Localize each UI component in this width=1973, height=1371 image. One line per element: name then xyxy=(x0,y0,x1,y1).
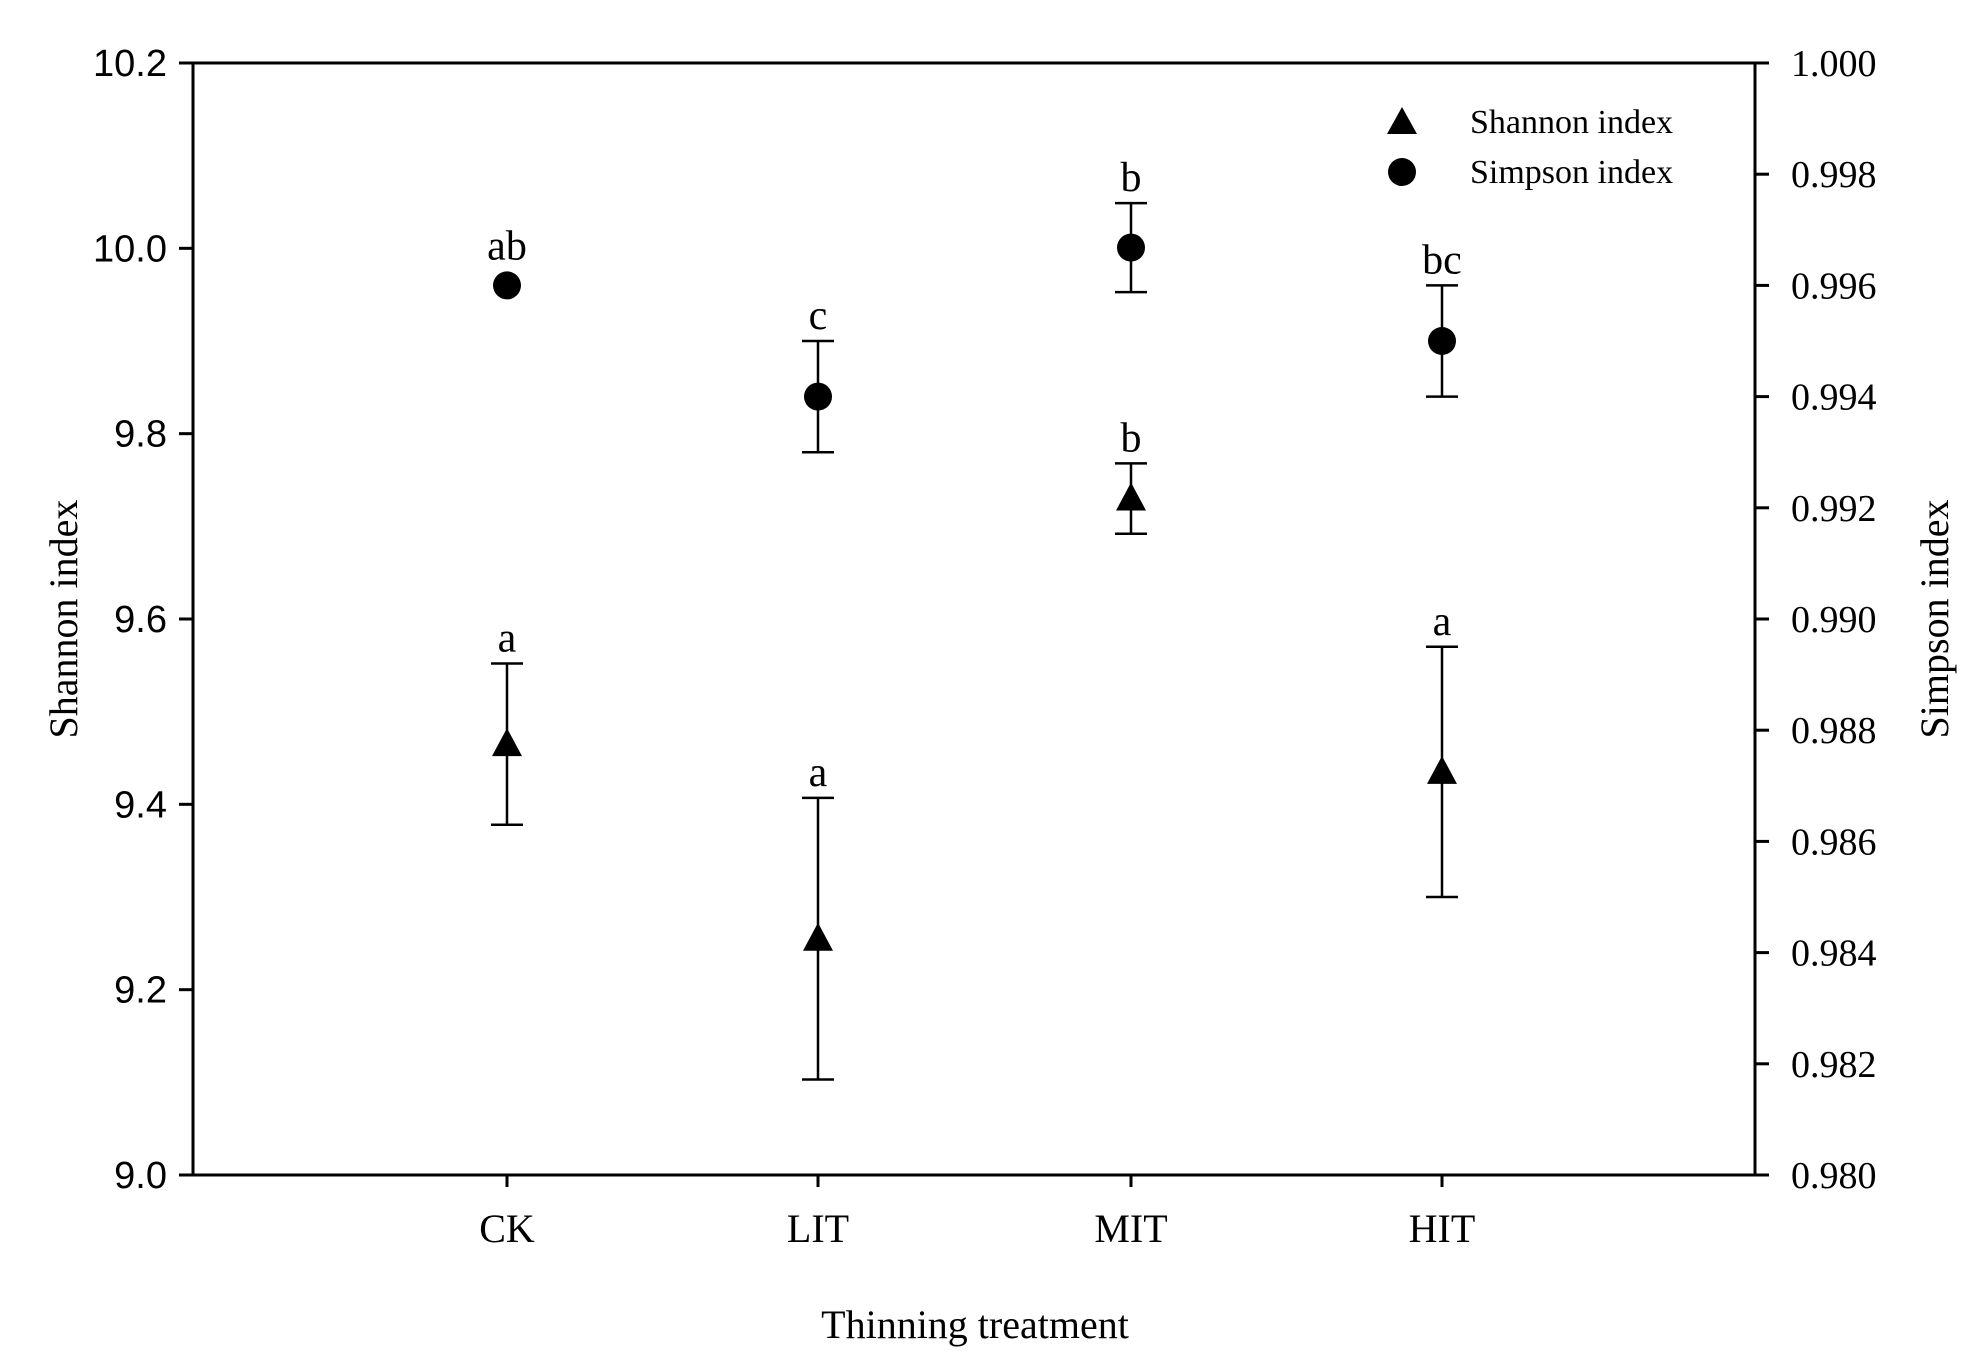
legend: Shannon index Simpson index xyxy=(1387,104,1673,191)
x-tick-label-ck: CK xyxy=(479,1206,535,1251)
right-tick-label: 0.996 xyxy=(1791,265,1877,307)
left-tick-label: 9.2 xyxy=(114,970,167,1012)
legend-circle-marker xyxy=(1388,158,1416,186)
shannon-significance-label: a xyxy=(498,615,517,661)
right-tick-label: 0.982 xyxy=(1791,1044,1877,1086)
y-axis-title: Shannon index xyxy=(41,500,86,739)
right-tick-label: 0.998 xyxy=(1791,154,1877,196)
right-tick-label: 0.992 xyxy=(1791,488,1877,530)
left-tick-label: 9.6 xyxy=(114,599,167,641)
left-tick-label: 10.0 xyxy=(93,228,167,270)
simpson-significance-label: bc xyxy=(1422,237,1462,283)
simpson-significance-label: b xyxy=(1121,155,1142,201)
legend-triangle-marker xyxy=(1387,107,1417,134)
right-tick-label: 0.994 xyxy=(1791,377,1877,419)
simpson-point xyxy=(804,382,832,411)
shannon-significance-label: b xyxy=(1121,415,1142,461)
simpson-point xyxy=(1428,327,1456,355)
x-tick-label-mit: MIT xyxy=(1094,1206,1167,1251)
simpson-point xyxy=(1117,233,1145,262)
simpson-significance-label: c xyxy=(809,293,828,339)
x-tick-label-lit: LIT xyxy=(787,1206,849,1251)
x-axis-title: Thinning treatment xyxy=(821,1302,1129,1347)
legend-label-shannon: Shannon index xyxy=(1470,104,1673,141)
y2-axis-title: Simpson index xyxy=(1912,500,1957,739)
right-tick-label: 0.980 xyxy=(1791,1155,1877,1197)
shannon-significance-label: a xyxy=(809,750,828,796)
x-axis-ticks: CK LIT MIT HIT xyxy=(479,1175,1475,1251)
right-tick-label: 0.990 xyxy=(1791,599,1877,641)
left-tick-label: 9.8 xyxy=(114,414,167,456)
shannon-point xyxy=(492,728,522,757)
right-tick-label: 0.986 xyxy=(1791,821,1877,863)
shannon-point xyxy=(1427,755,1457,784)
shannon-point xyxy=(803,922,833,951)
x-tick-label-hit: HIT xyxy=(1409,1206,1476,1251)
simpson-point xyxy=(493,271,521,300)
right-tick-label: 1.000 xyxy=(1791,43,1877,85)
left-tick-label: 9.4 xyxy=(114,784,167,826)
left-tick-label: 10.2 xyxy=(93,43,167,85)
left-tick-label: 9.0 xyxy=(114,1155,167,1197)
shannon-point xyxy=(1116,482,1146,511)
right-axis-ticks: 0.980 0.982 0.984 0.986 0.988 0.990 0.992 0.994… xyxy=(1755,43,1877,1197)
shannon-significance-label: a xyxy=(1433,599,1452,645)
simpson-significance-label: ab xyxy=(487,223,527,269)
right-tick-label: 0.984 xyxy=(1791,933,1877,975)
plot-frame xyxy=(191,61,1757,1177)
legend-label-simpson: Simpson index xyxy=(1470,154,1673,191)
left-axis-ticks: 9.0 9.2 9.4 9.6 9.8 10.0 10.2 xyxy=(93,43,193,1197)
right-tick-label: 0.988 xyxy=(1791,710,1877,752)
